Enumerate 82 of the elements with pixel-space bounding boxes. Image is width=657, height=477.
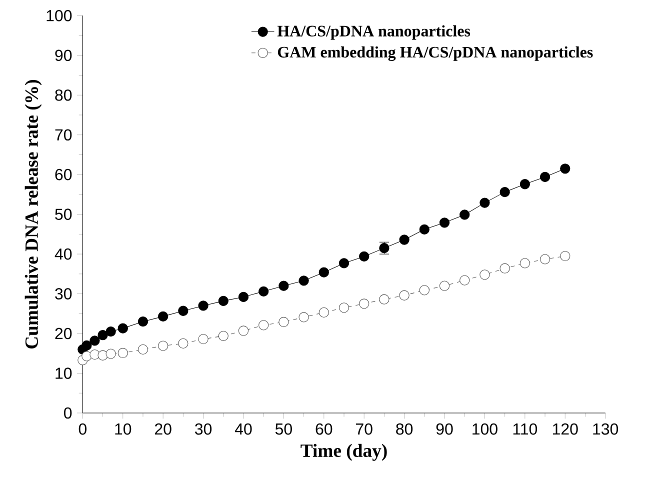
point [198, 334, 208, 344]
x-tick-label: 10 [115, 423, 132, 435]
point [218, 296, 228, 306]
point [118, 323, 128, 334]
point [540, 254, 550, 264]
point [439, 280, 450, 291]
y-axis-title: Cumulative DNA release rate (%) [24, 80, 42, 349]
point [399, 290, 410, 300]
point [278, 316, 289, 328]
point [158, 340, 168, 351]
x-tick-label: 40 [234, 423, 252, 435]
x-tick-label: 120 [552, 423, 578, 435]
point [338, 258, 350, 268]
y-tick-label: 20 [55, 328, 72, 340]
y-tick-label: 70 [55, 129, 72, 141]
y-tick-label: 10 [56, 368, 72, 379]
point [178, 306, 188, 316]
y-tick-label: 40 [54, 248, 72, 260]
point [318, 267, 329, 278]
point [460, 210, 470, 220]
point [298, 312, 309, 322]
point [90, 336, 100, 346]
point [258, 286, 269, 296]
x-tick-label: 100 [472, 423, 498, 435]
point [359, 298, 370, 309]
x-tick-label: 50 [275, 423, 292, 435]
point [178, 338, 188, 349]
x-tick-label: 70 [356, 423, 372, 435]
point [118, 348, 128, 358]
legend-label: HA/CS/pDNA nanoparticles [277, 25, 470, 40]
y-tick-label: 80 [55, 89, 72, 101]
point [218, 330, 228, 341]
point [379, 294, 390, 304]
point [520, 179, 530, 190]
point [298, 276, 309, 286]
point [158, 311, 168, 322]
point [359, 251, 370, 262]
point [520, 258, 530, 268]
x-tick-label: 0 [78, 423, 87, 435]
point [82, 351, 92, 362]
point [439, 218, 450, 228]
point [238, 326, 249, 336]
point [138, 316, 148, 327]
y-tick-label: 100 [46, 10, 72, 22]
point [278, 280, 289, 291]
point [399, 234, 410, 245]
point [540, 172, 550, 182]
point [338, 302, 350, 313]
point [500, 263, 510, 274]
y-tick-label: 50 [55, 208, 72, 220]
point [106, 326, 116, 337]
point [198, 300, 208, 311]
point [90, 350, 100, 360]
point [500, 187, 510, 198]
x-tick-label: 20 [154, 423, 172, 435]
x-tick-label: 80 [396, 423, 413, 435]
point [480, 198, 490, 208]
point [419, 224, 430, 234]
point [82, 340, 92, 351]
point [258, 320, 269, 330]
y-tick-label: 60 [55, 168, 72, 180]
x-tick-label: 130 [593, 423, 618, 435]
y-tick-label: 30 [55, 288, 72, 300]
point [98, 350, 108, 360]
x-axis-title: Time (day) [300, 444, 387, 461]
point [419, 285, 430, 296]
point [560, 250, 570, 262]
point [318, 307, 329, 318]
point [138, 344, 148, 354]
point [460, 275, 470, 286]
point [560, 164, 570, 174]
x-tick-label: 90 [436, 423, 453, 435]
point [98, 330, 108, 340]
legend-label: GAM embedding HA/CS/pDNA nanoparticles [278, 46, 593, 61]
x-tick-label: 110 [513, 423, 538, 435]
x-tick-label: 60 [316, 423, 332, 435]
point [106, 348, 116, 359]
y-tick-label: 0 [64, 407, 72, 419]
point [480, 270, 490, 280]
x-tick-label: 30 [194, 423, 212, 435]
point [238, 292, 249, 302]
y-tick-label: 90 [55, 50, 72, 62]
